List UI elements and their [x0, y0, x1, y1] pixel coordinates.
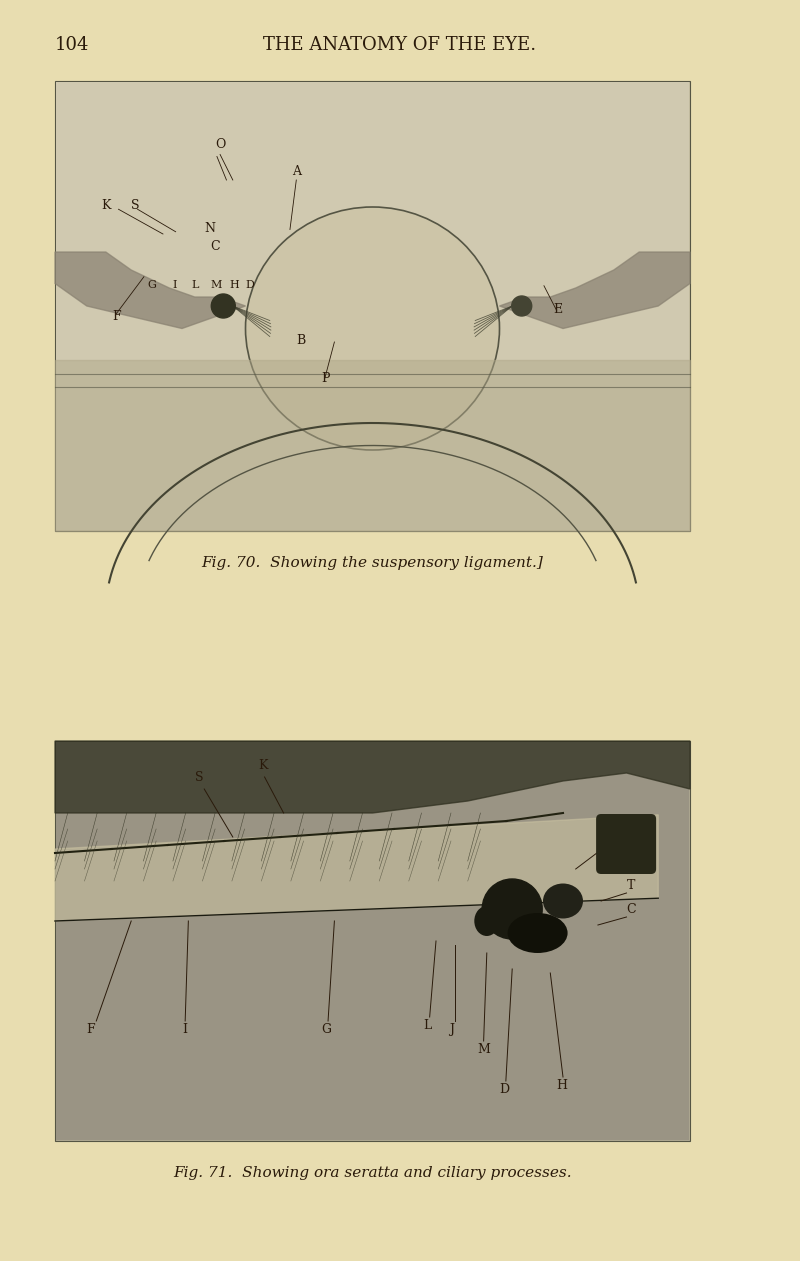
Polygon shape	[499, 252, 690, 329]
Text: H: H	[557, 1079, 568, 1092]
Text: M: M	[478, 1043, 490, 1055]
Circle shape	[512, 296, 532, 317]
Text: M: M	[210, 280, 222, 290]
Text: 104: 104	[55, 37, 90, 54]
Circle shape	[482, 879, 542, 939]
Text: S: S	[131, 199, 140, 212]
Bar	[55, 741, 690, 1141]
Polygon shape	[55, 815, 658, 921]
FancyBboxPatch shape	[596, 815, 656, 874]
Text: D: D	[499, 1083, 510, 1096]
Text: I: I	[173, 280, 177, 290]
Text: G: G	[322, 1023, 332, 1037]
Polygon shape	[55, 252, 246, 329]
Text: K: K	[101, 199, 110, 212]
Text: C: C	[626, 903, 636, 915]
Text: S: S	[194, 770, 203, 784]
Text: G: G	[147, 280, 156, 290]
Text: P: P	[322, 372, 330, 386]
Text: L: L	[423, 1019, 431, 1031]
Text: I: I	[182, 1023, 187, 1037]
Text: T: T	[626, 879, 635, 892]
Ellipse shape	[246, 207, 499, 450]
Text: O: O	[215, 139, 226, 151]
Text: B: B	[296, 334, 306, 347]
Text: D: D	[246, 280, 254, 290]
Text: E: E	[554, 303, 562, 315]
Polygon shape	[55, 359, 690, 531]
Bar	[55, 81, 690, 531]
Bar	[56, 741, 689, 1140]
Ellipse shape	[508, 913, 568, 953]
Text: H: H	[230, 280, 239, 290]
Bar	[56, 82, 689, 530]
Text: C: C	[210, 240, 220, 252]
Ellipse shape	[543, 884, 583, 918]
Ellipse shape	[474, 905, 499, 936]
Text: F: F	[86, 1023, 95, 1037]
Text: K: K	[258, 759, 268, 772]
Text: N: N	[607, 827, 618, 840]
Text: Fig. 70.  Showing the suspensory ligament.]: Fig. 70. Showing the suspensory ligament…	[202, 556, 543, 570]
Text: Fig. 71.  Showing ora seratta and ciliary processes.: Fig. 71. Showing ora seratta and ciliary…	[173, 1166, 572, 1180]
Circle shape	[211, 294, 235, 318]
Text: N: N	[204, 222, 215, 235]
Text: THE ANATOMY OF THE EYE.: THE ANATOMY OF THE EYE.	[263, 37, 537, 54]
Text: J: J	[449, 1023, 454, 1037]
Polygon shape	[55, 741, 690, 813]
Text: A: A	[292, 165, 301, 178]
Text: F: F	[112, 309, 121, 323]
Text: L: L	[191, 280, 199, 290]
